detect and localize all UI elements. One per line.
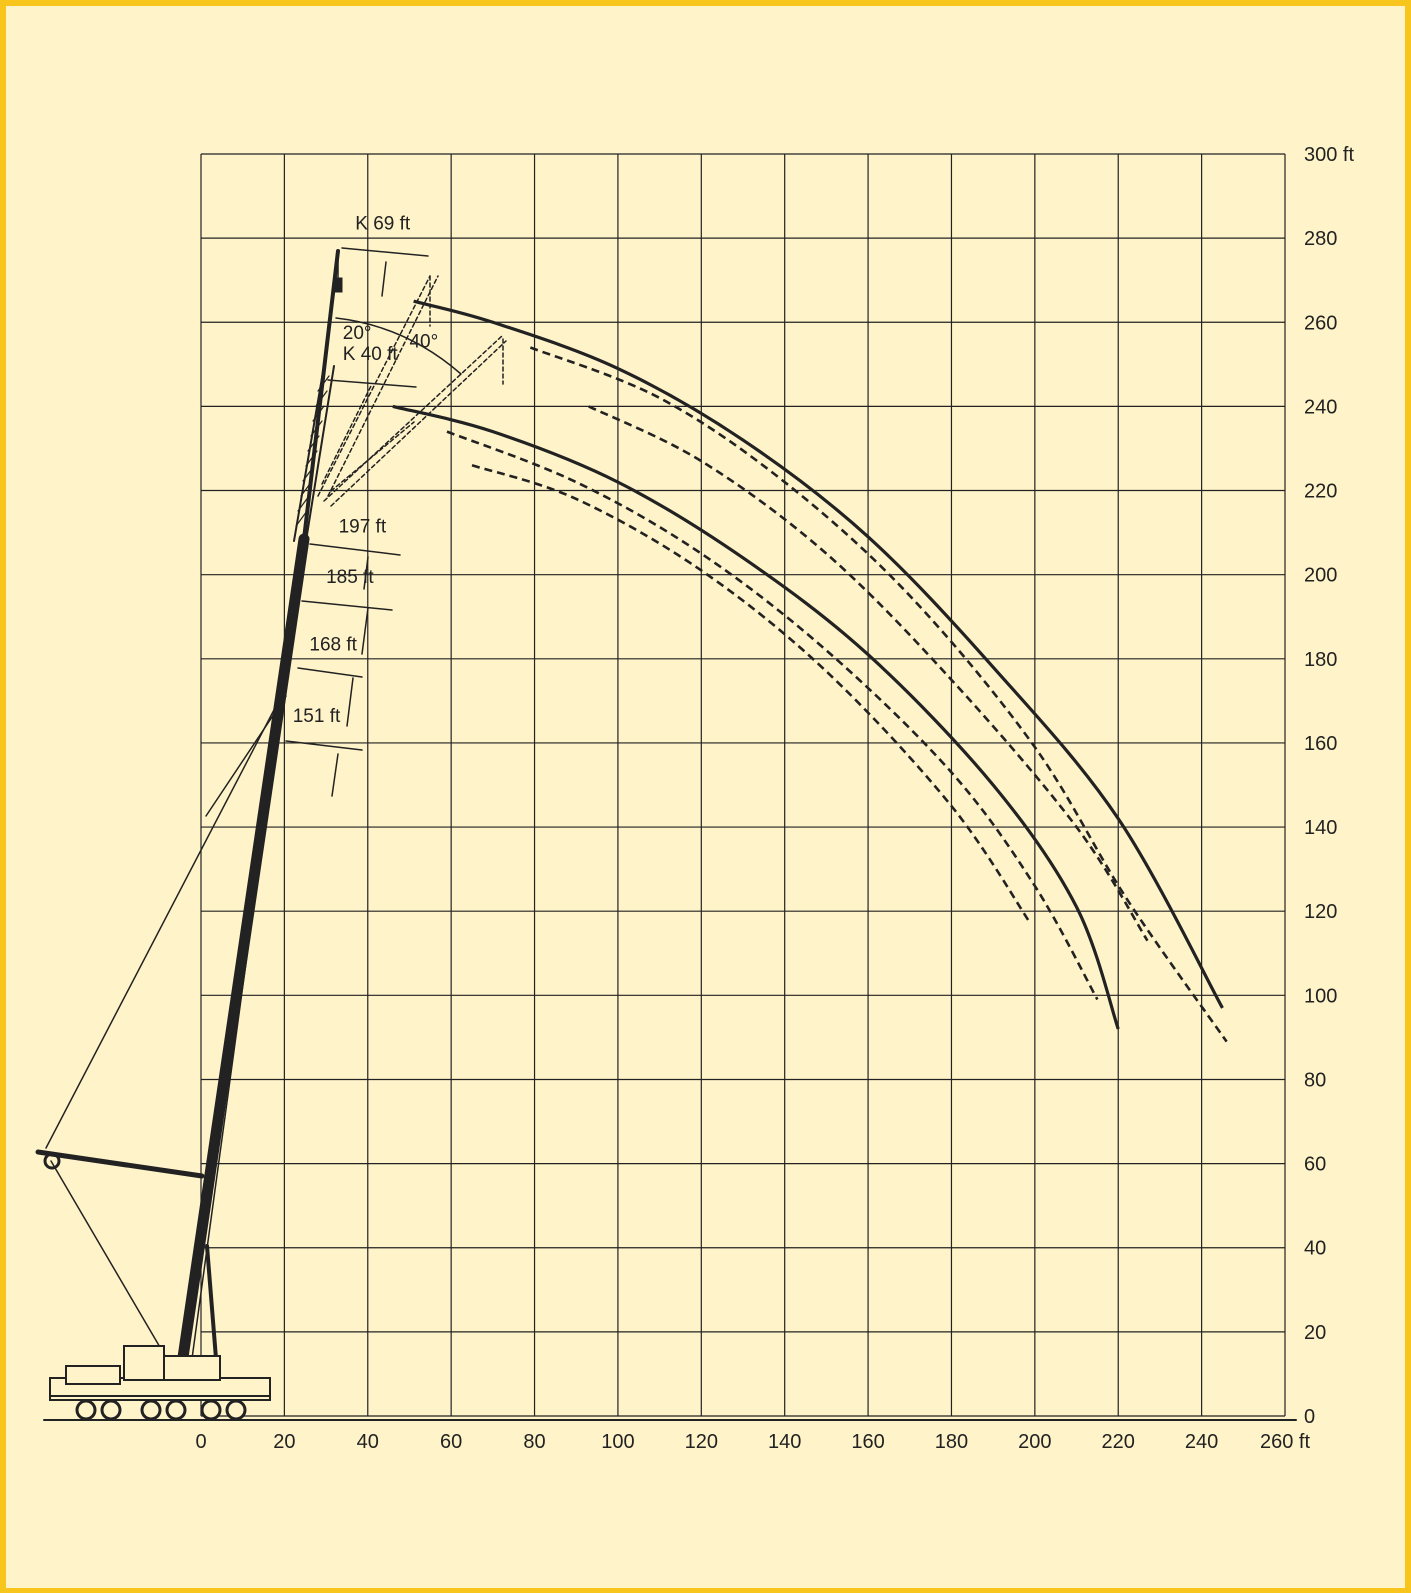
annotation-label: 197 ft bbox=[339, 517, 387, 538]
y-tick-label: 60 bbox=[1304, 1154, 1326, 1176]
annotation-label: 168 ft bbox=[309, 634, 357, 655]
annotation-label: 20° bbox=[343, 323, 372, 344]
annotation-label: 185 ft bbox=[326, 567, 374, 588]
x-tick-label: 60 bbox=[440, 1431, 462, 1453]
length-arrows bbox=[285, 247, 429, 797]
jib-lattice bbox=[295, 375, 330, 527]
axis-ticks: 0 20 40 60 80 100 120 140 160 180 200 220 240 260 ft 0… bbox=[195, 144, 1354, 1453]
x-tick-label: 140 bbox=[768, 1431, 801, 1453]
grid bbox=[200, 153, 1286, 1417]
x-tick-label: 80 bbox=[523, 1431, 545, 1453]
x-tick-label: 160 bbox=[851, 1431, 884, 1453]
diagram-page: K 69 ft 20° 40° K 40 ft 197 ft 185 ft 168 ft 15… bbox=[6, 6, 1405, 1588]
range-curve-4-solid bbox=[392, 404, 1120, 1030]
x-tick-label: 260 ft bbox=[1260, 1431, 1310, 1453]
jib-luffed-40 bbox=[323, 335, 507, 507]
y-tick-label: 260 bbox=[1304, 312, 1337, 334]
jib-chord-right bbox=[305, 365, 335, 542]
guy-rope-front bbox=[205, 695, 287, 817]
y-tick-label: 120 bbox=[1304, 901, 1337, 923]
annotation-label: K 40 ft bbox=[343, 344, 399, 365]
annotations: K 69 ft 20° 40° K 40 ft 197 ft 185 ft 168 ft 15… bbox=[293, 214, 438, 727]
x-tick-label: 100 bbox=[601, 1431, 634, 1453]
y-tick-label: 100 bbox=[1304, 985, 1337, 1007]
hook-block bbox=[333, 277, 343, 293]
x-tick-label: 120 bbox=[685, 1431, 718, 1453]
x-tick-label: 240 bbox=[1185, 1431, 1218, 1453]
y-tick-label: 180 bbox=[1304, 649, 1337, 671]
y-tick-label: 20 bbox=[1304, 1322, 1326, 1344]
x-tick-label: 220 bbox=[1102, 1431, 1135, 1453]
y-tick-label: 200 bbox=[1304, 565, 1337, 587]
superlift-sheave bbox=[43, 1152, 61, 1170]
luffing-rope bbox=[190, 705, 282, 1367]
k40-luffed bbox=[321, 385, 415, 492]
derricking-cylinder bbox=[205, 1244, 219, 1373]
y-tick-label: 80 bbox=[1304, 1069, 1326, 1091]
jib-luffed-20 bbox=[317, 275, 439, 497]
range-curve-1-solid bbox=[413, 299, 1224, 1009]
y-tick-label: 240 bbox=[1304, 396, 1337, 418]
y-tick-label: 140 bbox=[1304, 817, 1337, 839]
jib-chord-left bbox=[293, 365, 325, 542]
guy-rope-back bbox=[45, 705, 277, 1149]
annotation-label: 151 ft bbox=[293, 706, 341, 727]
annotation-label: 40° bbox=[409, 332, 438, 353]
x-tick-label: 180 bbox=[935, 1431, 968, 1453]
boom-upper bbox=[302, 249, 340, 541]
truck-wheels bbox=[75, 1399, 247, 1421]
range-curve-3-dashed bbox=[588, 405, 1149, 942]
working-range-diagram: K 69 ft 20° 40° K 40 ft 197 ft 185 ft 168 ft 15… bbox=[35, 144, 1354, 1453]
y-tick-label: 160 bbox=[1304, 733, 1337, 755]
crane-illustration bbox=[35, 247, 1297, 1421]
y-tick-label: 0 bbox=[1304, 1406, 1315, 1428]
y-tick-label: 280 bbox=[1304, 228, 1337, 250]
angle-arc bbox=[335, 317, 462, 375]
annotation-label: K 69 ft bbox=[355, 214, 411, 235]
y-tick-label: 300 ft bbox=[1304, 144, 1354, 166]
superlift-mast bbox=[35, 1149, 205, 1179]
x-tick-label: 40 bbox=[357, 1431, 379, 1453]
guy-rope-lower bbox=[50, 1160, 172, 1367]
x-tick-label: 20 bbox=[273, 1431, 295, 1453]
truck-chassis bbox=[49, 1345, 271, 1401]
range-curve-2-dashed bbox=[529, 346, 1228, 1043]
range-curve-6-dashed bbox=[471, 464, 1032, 925]
range-curves bbox=[392, 299, 1228, 1043]
range-curve-5-dashed bbox=[446, 430, 1099, 1001]
main-boom bbox=[176, 533, 310, 1370]
x-tick-label: 0 bbox=[195, 1431, 206, 1453]
y-tick-label: 220 bbox=[1304, 481, 1337, 503]
y-tick-label: 40 bbox=[1304, 1238, 1326, 1260]
x-tick-label: 200 bbox=[1018, 1431, 1051, 1453]
